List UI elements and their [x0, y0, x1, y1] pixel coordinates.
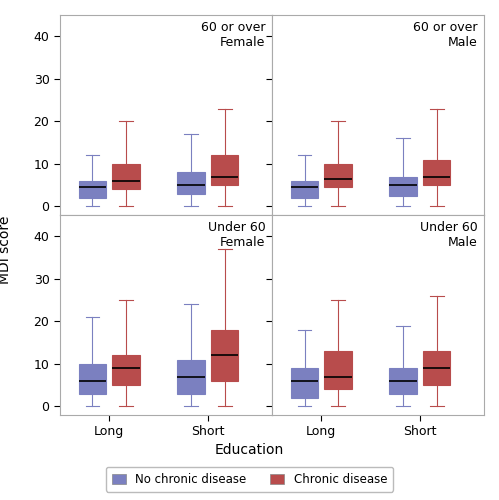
Text: Under 60
Female: Under 60 Female: [208, 221, 265, 249]
PathPatch shape: [112, 356, 140, 385]
Legend: No chronic disease, Chronic disease: No chronic disease, Chronic disease: [106, 467, 393, 491]
Text: MDI score: MDI score: [0, 216, 12, 284]
PathPatch shape: [112, 164, 140, 190]
PathPatch shape: [423, 351, 451, 385]
Text: 60 or over
Female: 60 or over Female: [201, 21, 265, 49]
PathPatch shape: [291, 368, 318, 398]
PathPatch shape: [211, 156, 239, 185]
Text: Education: Education: [215, 443, 284, 457]
PathPatch shape: [211, 330, 239, 381]
PathPatch shape: [389, 368, 417, 394]
PathPatch shape: [389, 176, 417, 196]
PathPatch shape: [324, 164, 352, 188]
PathPatch shape: [79, 364, 106, 394]
PathPatch shape: [177, 172, 205, 194]
PathPatch shape: [423, 160, 451, 185]
PathPatch shape: [79, 181, 106, 198]
PathPatch shape: [291, 181, 318, 198]
Text: 60 or over
Male: 60 or over Male: [413, 21, 478, 49]
Text: Under 60
Male: Under 60 Male: [420, 221, 478, 249]
PathPatch shape: [324, 351, 352, 390]
PathPatch shape: [177, 360, 205, 394]
